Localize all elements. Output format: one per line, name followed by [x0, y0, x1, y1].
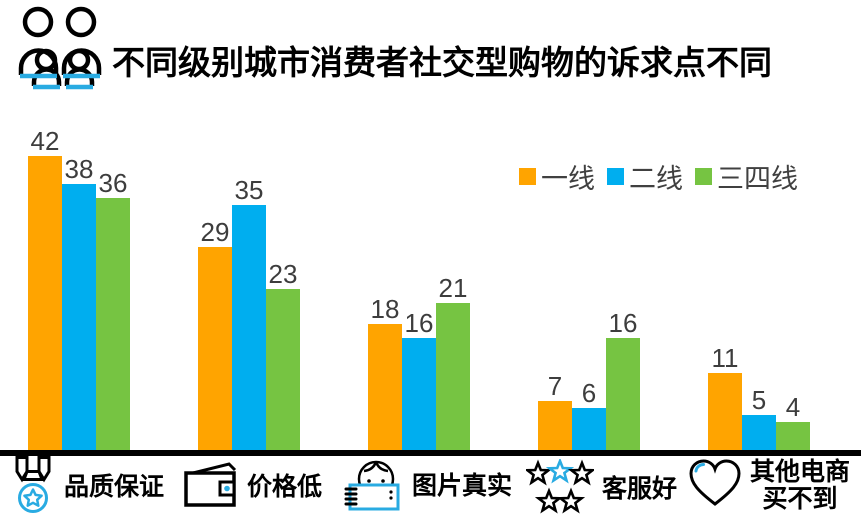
category-item-real-photos: 图片真实 [344, 457, 512, 516]
legend-item-1: 一线 [519, 157, 595, 196]
legend: 一线 二线 三四线 [519, 157, 798, 196]
legend-label: 一线 [541, 164, 595, 194]
bar-series3-cat1 [96, 198, 130, 450]
bar-value-label: 23 [268, 259, 298, 289]
bar-value-label: 4 [785, 392, 801, 422]
bar-value-label: 18 [370, 294, 400, 324]
photo-person-icon [344, 457, 404, 516]
bar-value-label: 38 [64, 154, 94, 184]
bar-series2-cat3 [402, 338, 436, 450]
page-title: 不同级别城市消费者社交型购物的诉求点不同 [112, 44, 772, 81]
category-label-line1: 其他电商 [750, 457, 851, 486]
legend-item-3: 三四线 [695, 157, 798, 196]
bar-value-label: 7 [547, 371, 563, 401]
bar-value-label: 5 [751, 385, 767, 415]
category-label-line2: 买不到 [762, 484, 838, 513]
legend-swatch [519, 168, 536, 185]
bar-value-label: 16 [404, 308, 434, 338]
category-item-price: 价格低 [183, 461, 322, 514]
category-item-quality: 品质保证 [10, 456, 164, 519]
heart-icon [688, 458, 742, 513]
category-label: 价格低 [247, 473, 323, 501]
bar-value-label: 36 [98, 168, 128, 198]
category-label: 图片真实 [412, 472, 513, 500]
bar-series1-cat5 [708, 373, 742, 450]
bar-series2-cat5 [742, 415, 776, 450]
bar-value-label: 35 [234, 175, 264, 205]
bar-series2-cat1 [62, 184, 96, 450]
bar-series1-cat1 [28, 156, 62, 450]
bar-value-label: 6 [581, 378, 597, 408]
category-label: 品质保证 [64, 473, 165, 501]
bar-series1-cat3 [368, 324, 402, 450]
bar-series3-cat5 [776, 422, 810, 450]
legend-label: 二线 [629, 164, 683, 194]
bar-series3-cat2 [266, 289, 300, 450]
bar-series1-cat2 [198, 247, 232, 450]
bar-series3-cat3 [436, 303, 470, 450]
bar-series2-cat2 [232, 205, 266, 450]
bar-value-label: 29 [200, 217, 230, 247]
people-group-icon [10, 5, 107, 96]
bar-value-label: 21 [438, 273, 468, 303]
bar-series2-cat4 [572, 408, 606, 450]
bar-series3-cat4 [606, 338, 640, 450]
x-axis-line [0, 450, 861, 456]
bar-series1-cat4 [538, 401, 572, 450]
legend-swatch [695, 168, 712, 185]
legend-label: 三四线 [717, 164, 798, 194]
category-item-service: 客服好 [526, 459, 677, 520]
bar-value-label: 11 [711, 343, 739, 373]
legend-swatch [607, 168, 624, 185]
legend-item-2: 二线 [607, 157, 683, 196]
bar-value-label: 42 [30, 126, 60, 156]
category-item-exclusive: 其他电商 买不到 [688, 458, 850, 513]
category-label: 其他电商 买不到 [750, 457, 851, 513]
bar-value-label: 16 [608, 308, 638, 338]
medal-icon [10, 456, 56, 519]
wallet-icon [183, 461, 239, 514]
category-label: 客服好 [602, 475, 678, 503]
stars-icon [526, 459, 594, 520]
